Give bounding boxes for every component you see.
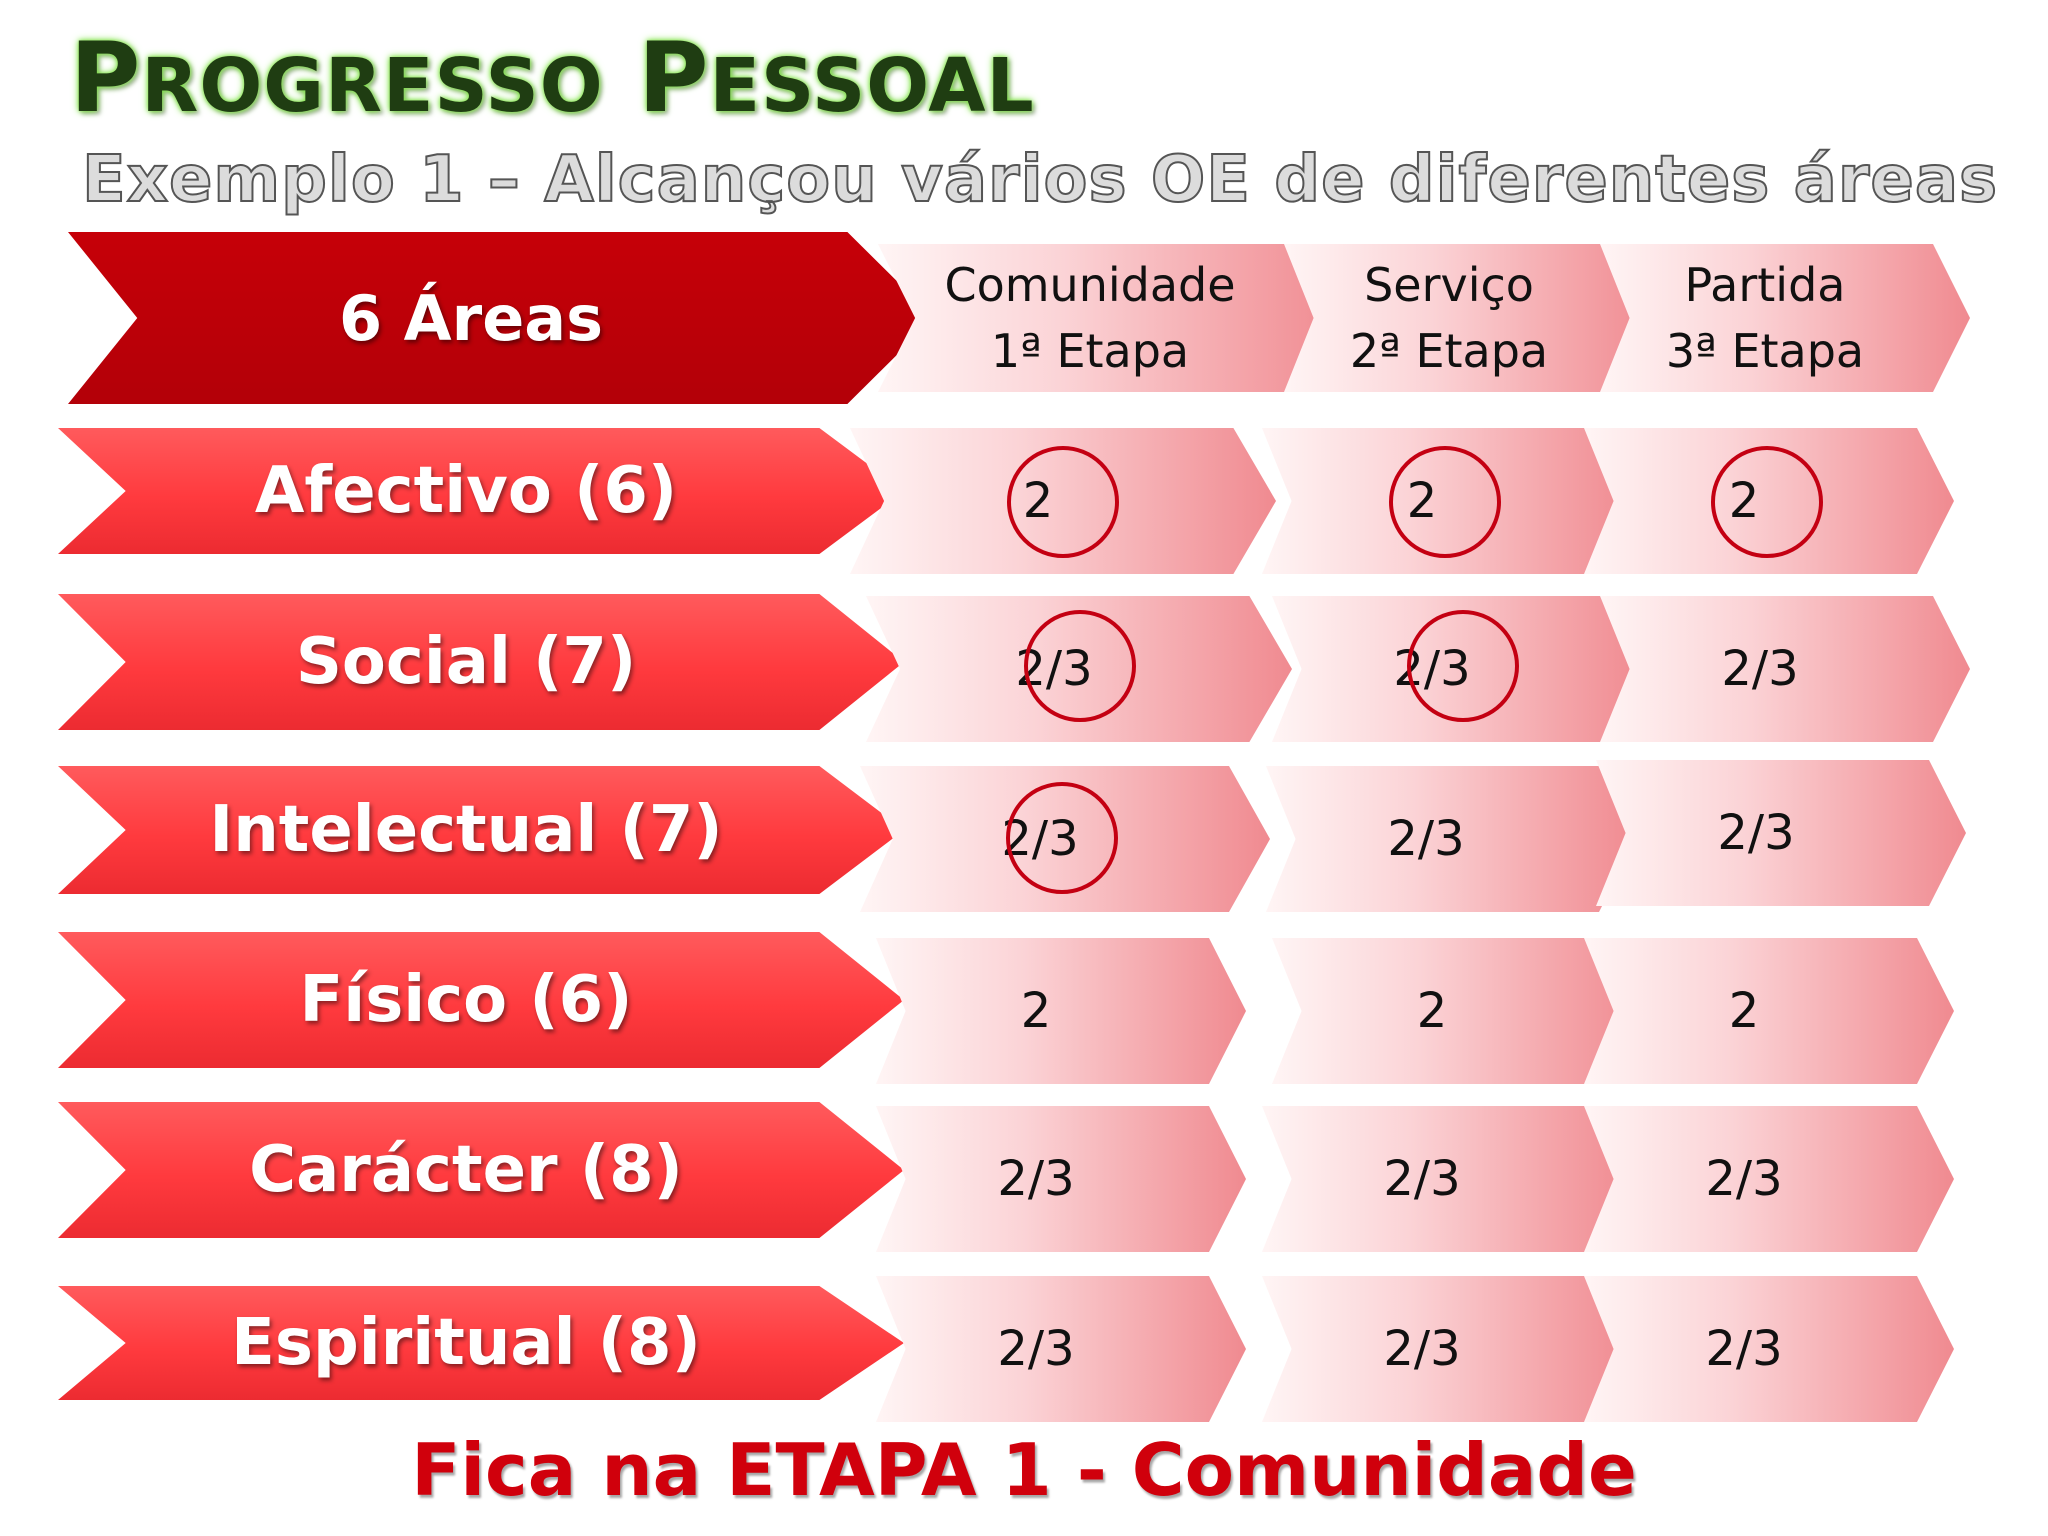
value-cell: 2/3 [1262,1106,1632,1252]
value-text: 2/3 [1717,805,1795,861]
area-row-caracter: Carácter (8) [58,1102,904,1238]
page-subtitle: Exemplo 1 – Alcançou vários OE de difere… [81,142,1999,218]
area-row-intelectual: Intelectual (7) [58,766,904,894]
area-label: Carácter (8) [249,1133,683,1207]
area-label: Físico (6) [299,963,633,1037]
value-cell: 2 [850,428,1276,574]
value-cell: 2/3 [1272,596,1642,742]
value-text: 2/3 [1705,1151,1783,1207]
value-text: 2 [1728,473,1760,529]
value-text: 2 [1416,983,1448,1039]
value-cell: 2 [1584,938,1954,1084]
area-label: Social (7) [295,625,637,699]
areas-header-label: 6 Áreas [338,281,604,355]
value-cell: 2/3 [1266,766,1636,912]
value-cell: 2/3 [860,766,1270,912]
value-text: 2 [1728,983,1760,1039]
value-text: 2/3 [997,1321,1075,1377]
stage-header-1: Comunidade 1ª Etapa [878,244,1342,392]
value-cell: 2/3 [1262,1276,1632,1422]
stage-header-3: Partida 3ª Etapa [1600,244,1970,392]
areas-header: 6 Áreas [68,232,934,404]
stage-header-label: Comunidade 1ª Etapa [944,258,1236,378]
value-text: 2 [1406,473,1438,529]
value-cell: 2 [1584,428,1954,574]
value-cell: 2/3 [1600,596,1970,742]
value-text: 2/3 [997,1151,1075,1207]
stage-header-label: Partida 3ª Etapa [1665,258,1865,378]
area-row-social: Social (7) [58,594,904,730]
area-row-fisico: Físico (6) [58,932,904,1068]
value-cell: 2/3 [876,1106,1246,1252]
value-text: 2/3 [1393,641,1471,697]
value-cell: 2/3 [1584,1106,1954,1252]
value-cell: 2/3 [1596,760,1966,906]
value-text: 2/3 [1383,1321,1461,1377]
area-label: Intelectual (7) [209,793,723,867]
area-label: Espiritual (8) [231,1306,701,1380]
value-text: 2/3 [1721,641,1799,697]
value-text: 2/3 [1015,641,1093,697]
value-cell: 2 [876,938,1246,1084]
stage-header-label: Serviço 2ª Etapa [1349,258,1549,378]
value-text: 2/3 [1383,1151,1461,1207]
value-cell: 2 [1272,938,1642,1084]
value-text: 2 [1020,983,1052,1039]
area-row-afectivo: Afectivo (6) [58,428,904,554]
area-row-espiritual: Espiritual (8) [58,1286,904,1400]
footer-note: Fica na ETAPA 1 - Comunidade [411,1428,1637,1512]
area-label: Afectivo (6) [254,454,678,528]
value-text: 2 [1022,473,1054,529]
value-cell: 2/3 [1584,1276,1954,1422]
page-title: PROGRESSO PESSOAL [70,22,1035,134]
value-text: 2/3 [1387,811,1465,867]
value-cell: 2 [1262,428,1632,574]
value-cell: 2/3 [866,596,1292,742]
value-text: 2/3 [1001,811,1079,867]
stage-header-2: Serviço 2ª Etapa [1284,244,1654,392]
value-text: 2/3 [1705,1321,1783,1377]
value-cell: 2/3 [876,1276,1246,1422]
